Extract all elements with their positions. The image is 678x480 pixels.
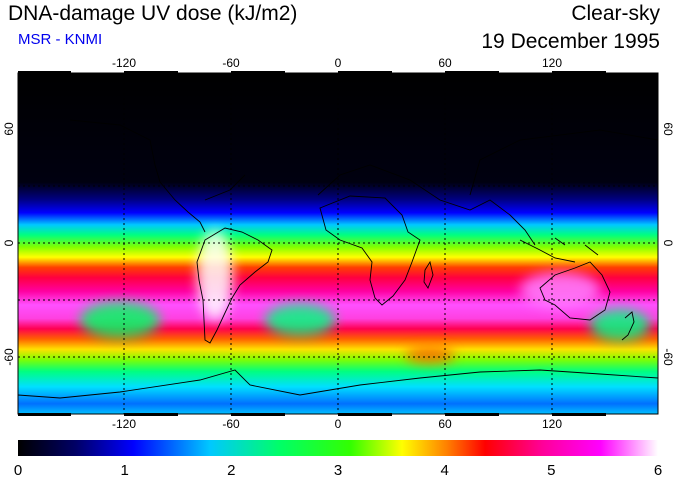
lat-ticks-left: 60 0 -60 xyxy=(2,122,16,366)
lon-tick-top-120e: 120 xyxy=(542,56,562,70)
south-atlantic-orange xyxy=(405,347,455,363)
eurasia-coast xyxy=(317,129,658,246)
tasman-green-patch xyxy=(590,309,650,341)
pacific-green-patch xyxy=(80,302,160,338)
lon-tick-bottom-60e: 60 xyxy=(438,417,452,431)
lat-tick-left-0: 0 xyxy=(2,239,16,246)
lon-ticks-top: -120 -60 0 60 120 xyxy=(112,56,562,70)
central-america-coast xyxy=(159,181,206,233)
uv-field xyxy=(18,73,658,414)
antarctica-coast xyxy=(18,369,658,399)
map-date: 19 December 1995 xyxy=(481,30,660,53)
lon-tick-bottom-120e: 120 xyxy=(542,417,562,431)
lon-ticks-bottom: -120 -60 0 60 120 xyxy=(112,417,562,431)
colorbar-label-2: 2 xyxy=(227,462,235,479)
lon-tick-top-120w: -120 xyxy=(112,56,136,70)
colorbar-labels: 0 1 2 3 4 5 6 xyxy=(14,462,662,479)
graticule xyxy=(18,73,658,414)
colorbar-label-5: 5 xyxy=(547,462,555,479)
south-america-coast xyxy=(196,227,273,344)
lon-tick-bottom-120w: -120 xyxy=(112,417,136,431)
frame-top-segments xyxy=(18,71,606,74)
colorbar-gradient xyxy=(18,440,658,456)
colorbar-label-0: 0 xyxy=(14,462,22,479)
lat-tick-right-60s: -60 xyxy=(661,348,675,366)
lat-ticks-right: 60 0 -60 xyxy=(661,122,675,366)
map-frame xyxy=(17,71,659,416)
lat-tick-left-60n: 60 xyxy=(2,122,16,136)
australia-high-dose xyxy=(520,272,600,308)
frame-bottom-segments xyxy=(18,413,606,416)
lat-tick-right-60n: 60 xyxy=(661,122,675,136)
lon-tick-bottom-0: 0 xyxy=(335,417,342,431)
new-zealand-coast xyxy=(621,311,635,341)
coastlines xyxy=(18,119,658,399)
southeast-asia-islands xyxy=(519,237,599,263)
lat-tick-left-60s: -60 xyxy=(2,348,16,366)
lon-tick-bottom-60w: -60 xyxy=(222,417,240,431)
madagascar-coast xyxy=(423,260,434,289)
colorbar-label-6: 6 xyxy=(654,462,662,479)
regional-anomalies xyxy=(80,230,650,363)
colorbar-label-4: 4 xyxy=(441,462,449,479)
colorbar: 0 1 2 3 4 5 6 xyxy=(14,440,662,479)
colorbar-label-1: 1 xyxy=(121,462,129,479)
lat-tick-right-0: 0 xyxy=(661,240,675,247)
colorbar-label-3: 3 xyxy=(334,462,342,479)
map-source: MSR - KNMI xyxy=(18,31,103,48)
lon-tick-top-0: 0 xyxy=(335,56,342,70)
lon-tick-top-60w: -60 xyxy=(222,56,240,70)
north-america-coast xyxy=(69,119,246,201)
product-type: Clear-sky xyxy=(571,2,660,25)
atlantic-green-patch xyxy=(265,304,335,336)
australia-coast xyxy=(539,261,611,321)
lon-tick-top-60e: 60 xyxy=(438,56,452,70)
africa-coast xyxy=(319,195,421,306)
andes-high-dose xyxy=(197,230,233,320)
map-title: DNA-damage UV dose (kJ/m2) xyxy=(8,2,298,25)
